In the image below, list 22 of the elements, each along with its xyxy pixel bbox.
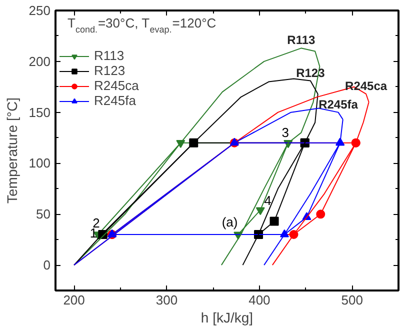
y-tick-label: 0	[43, 258, 51, 273]
legend-label: R245fa	[94, 93, 136, 108]
y-tick-label: 150	[28, 104, 51, 120]
x-axis-title: h [kJ/kg]	[200, 310, 254, 326]
legend-label: R245ca	[94, 78, 139, 93]
y-axis-title: Temperature [°C]	[4, 98, 20, 204]
x-tick-label: 300	[156, 292, 178, 308]
annotation: (a)	[222, 214, 238, 230]
annotation: R245fa	[318, 97, 358, 112]
y-tick-label: 250	[28, 3, 51, 18]
legend-label: R123	[94, 63, 126, 78]
y-tick-label: 200	[28, 54, 51, 69]
x-tick-label: 200	[63, 292, 85, 308]
legend-label: R113	[94, 48, 124, 63]
y-tick-label: 100	[28, 156, 51, 171]
y-tick-label: 50	[36, 206, 51, 222]
annotation: 3	[282, 124, 290, 140]
x-tick-label: 400	[248, 292, 270, 308]
annotation: R113	[287, 33, 316, 48]
annotation: R245ca	[345, 78, 388, 93]
x-tick-label: 500	[341, 292, 364, 308]
annotation: 4	[264, 192, 272, 208]
